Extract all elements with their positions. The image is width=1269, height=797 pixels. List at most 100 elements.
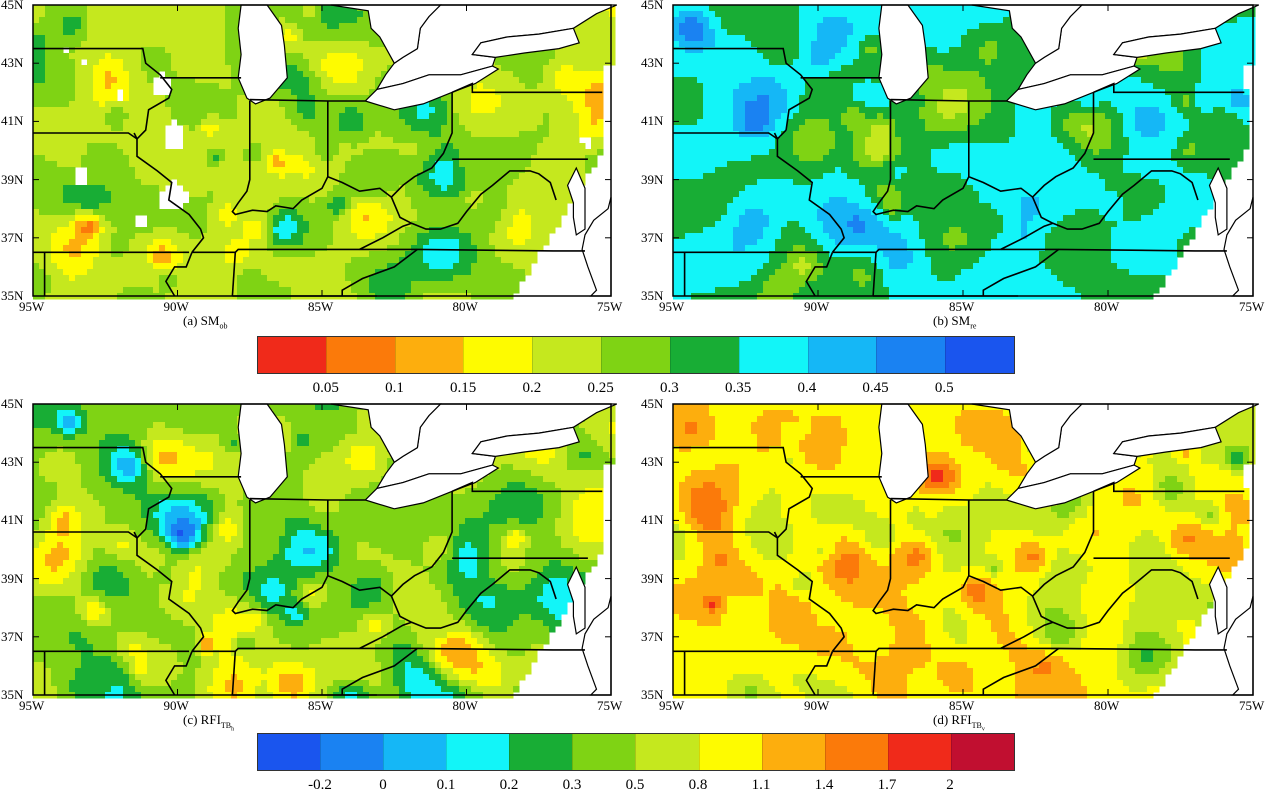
lon-tick-95w: 95W — [19, 299, 45, 314]
caption-d: (d) RFITBv — [933, 712, 985, 733]
colorbar-swatch — [824, 734, 888, 770]
colorbar-label: 1.4 — [814, 777, 834, 793]
lat-tick-37n: 37N — [1, 628, 24, 644]
lon-tick-90w: 90W — [804, 698, 830, 713]
lon-tick-75w: 75W — [1239, 698, 1265, 713]
colorbar-swatch — [807, 337, 877, 373]
map-b-svg — [672, 4, 1260, 300]
colorbar-swatch — [698, 734, 762, 770]
colorbar-label: 1.1 — [751, 777, 771, 793]
colorbar-swatch — [383, 734, 447, 770]
lat-tick-43n: 43N — [1, 55, 24, 71]
colorbar-label: 0.4 — [797, 380, 817, 396]
lat-tick-45n: 45N — [1, 396, 24, 411]
colorbar-swatch — [761, 734, 825, 770]
lat-tick-35n: 35N — [1, 687, 24, 702]
sm-colorbar — [257, 336, 1015, 374]
colorbar-label: 0.5 — [934, 380, 954, 396]
lat-tick-41n: 41N — [641, 512, 664, 528]
colorbar-label: 0.8 — [688, 777, 708, 793]
lat-tick-45n: 45N — [641, 396, 664, 411]
lat-tick-41n: 41N — [641, 113, 664, 129]
lon-tick-95w: 95W — [659, 299, 685, 314]
colorbar-swatch — [258, 734, 321, 770]
lat-tick-35n: 35N — [641, 687, 664, 702]
lon-tick-85w: 85W — [949, 698, 975, 713]
water-c — [237, 403, 618, 696]
lon-tick-85w: 85W — [949, 299, 975, 314]
water-b — [878, 4, 1260, 297]
colorbar-label: 2 — [946, 777, 954, 793]
water-a — [237, 4, 618, 297]
colorbar-swatch — [572, 734, 636, 770]
lat-tick-37n: 37N — [641, 628, 664, 644]
lat-tick-39n: 39N — [641, 171, 664, 187]
lon-tick-80w: 80W — [452, 299, 478, 314]
lon-tick-80w: 80W — [1094, 698, 1120, 713]
colorbar-label: 0.25 — [587, 380, 614, 396]
lon-tick-80w: 80W — [452, 698, 478, 713]
lat-tick-45n: 45N — [1, 0, 24, 12]
caption-a: (a) SMob — [183, 313, 228, 331]
lon-tick-95w: 95W — [19, 698, 45, 713]
map-panel-c: 95W 90W 85W 80W 75W 35N 37N 39N 41N 43N 45N (c) RFI… — [1, 396, 622, 732]
colorbar-swatch — [669, 337, 739, 373]
lon-tick-80w: 80W — [1094, 299, 1120, 314]
lon-tick-85w: 85W — [308, 698, 334, 713]
lat-tick-45n: 45N — [641, 0, 664, 12]
map-a-svg — [32, 4, 618, 300]
colorbar-label: 0.5 — [625, 777, 645, 793]
lat-tick-39n: 39N — [641, 570, 664, 586]
lat-tick-41n: 41N — [1, 512, 24, 528]
lat-tick-43n: 43N — [1, 454, 24, 470]
colorbar-label: 0.2 — [522, 380, 542, 396]
colorbar-swatch — [738, 337, 808, 373]
lon-tick-90w: 90W — [163, 698, 189, 713]
state-borders-b — [673, 47, 1245, 297]
colorbar-swatch — [601, 337, 670, 373]
map-c-svg — [32, 403, 618, 699]
colorbar-label: 0.2 — [499, 777, 519, 793]
colorbar-label: 0.15 — [450, 380, 477, 396]
colorbar-swatch — [258, 337, 326, 373]
colorbar-label: 0.3 — [562, 777, 582, 793]
caption-b: (b) SMre — [933, 313, 977, 331]
colorbar-swatch — [635, 734, 699, 770]
lon-tick-75w: 75W — [597, 299, 623, 314]
colorbar-label: 0 — [379, 777, 387, 793]
lat-tick-39n: 39N — [1, 570, 24, 586]
colorbar-swatch — [320, 734, 384, 770]
lat-tick-37n: 37N — [641, 229, 664, 245]
lat-tick-35n: 35N — [641, 288, 664, 303]
lon-tick-95w: 95W — [659, 698, 685, 713]
colorbar-swatch — [532, 337, 602, 373]
colorbar-swatch — [887, 734, 951, 770]
colorbar-label: 0.35 — [724, 380, 752, 396]
colorbar-swatch — [325, 337, 395, 373]
lat-tick-43n: 43N — [641, 55, 664, 71]
lat-tick-37n: 37N — [1, 229, 24, 245]
lat-tick-41n: 41N — [1, 113, 24, 129]
colorbar-swatch — [876, 337, 946, 373]
water-d — [878, 403, 1260, 696]
colorbar-label: 0.1 — [385, 380, 404, 396]
colorbar-swatch — [509, 734, 573, 770]
lon-tick-85w: 85W — [308, 299, 334, 314]
colorbar-swatch — [446, 734, 510, 770]
lon-tick-90w: 90W — [163, 299, 189, 314]
colorbar-label: -0.2 — [308, 777, 332, 793]
colorbar-swatch — [950, 734, 1014, 770]
map-panel-d: 95W 90W 85W 80W 75W 35N 37N 39N 41N 43N 45N (d) RFI… — [641, 396, 1264, 732]
lat-tick-39n: 39N — [1, 171, 24, 187]
caption-c: (c) RFITBh — [183, 712, 235, 733]
rfi-colorbar — [257, 733, 1015, 771]
colorbar-label: 0.05 — [312, 380, 339, 396]
colorbar-swatch — [463, 337, 533, 373]
colorbar-label: 0.1 — [436, 777, 456, 793]
colorbar-label: 0.45 — [862, 380, 889, 396]
map-d-svg — [672, 403, 1260, 699]
lon-tick-75w: 75W — [597, 698, 623, 713]
colorbar-swatch — [394, 337, 464, 373]
lon-tick-75w: 75W — [1239, 299, 1265, 314]
lon-tick-90w: 90W — [804, 299, 830, 314]
